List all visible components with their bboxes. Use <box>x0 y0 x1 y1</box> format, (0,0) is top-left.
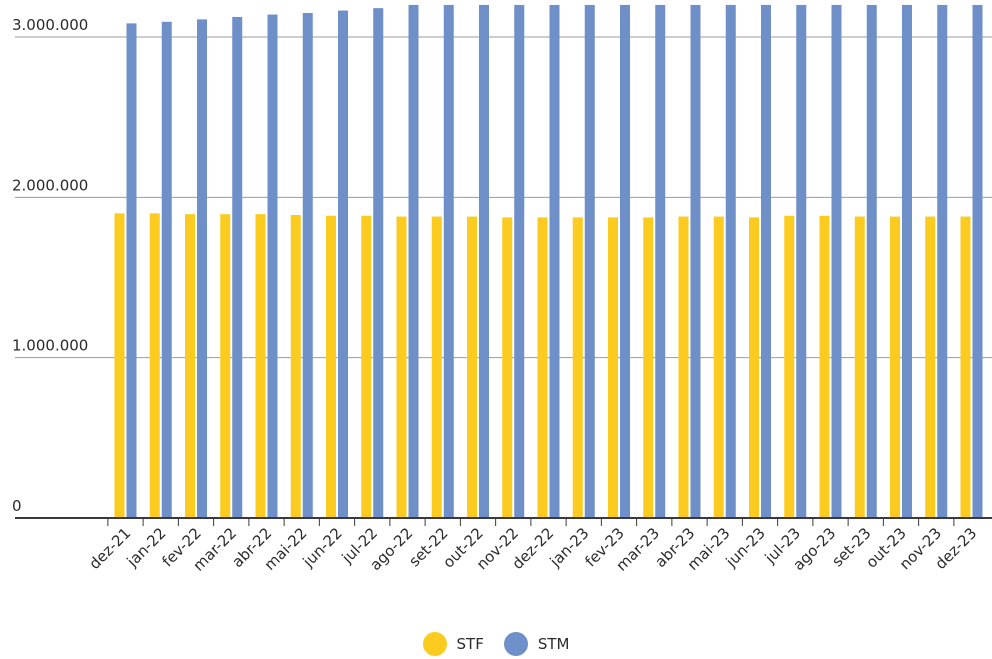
y-tick-label: 1.000.000 <box>12 337 88 355</box>
bar-stf <box>713 216 724 518</box>
bar-stf <box>361 215 372 518</box>
bar-stf <box>572 217 583 518</box>
bar-stf <box>925 216 936 518</box>
bar-stf <box>678 216 689 518</box>
bar-stf <box>255 214 266 518</box>
bar-stf <box>290 214 301 518</box>
bar-stm <box>620 4 630 518</box>
x-tick-label: jan-23 <box>546 524 593 571</box>
legend-swatch-stf <box>422 632 447 656</box>
bar-stm <box>796 4 807 518</box>
bar-stf <box>431 216 442 518</box>
bar-stf <box>608 217 618 518</box>
bar-stf <box>149 213 160 518</box>
legend-item-stm[interactable]: STM <box>503 632 570 656</box>
legend: STF STM <box>0 632 992 656</box>
bar-stf <box>819 215 830 518</box>
bar-stm <box>408 4 419 518</box>
bar-stm <box>584 4 595 518</box>
bar-stf <box>643 217 654 518</box>
bar-stf <box>396 216 407 518</box>
x-tick-label: jan-22 <box>123 524 170 571</box>
bar-stf <box>220 214 231 518</box>
bar-stm <box>479 4 489 518</box>
bar-stm <box>831 4 842 518</box>
legend-label-stm: STM <box>537 635 570 653</box>
bar-stm <box>197 19 207 518</box>
bar-stm <box>267 14 278 518</box>
bar-stm <box>655 4 666 518</box>
bar-stm <box>690 4 701 518</box>
bar-stm <box>972 4 983 518</box>
bar-stf <box>537 217 548 518</box>
x-tick-label: dez-21 <box>85 524 134 573</box>
legend-swatch-stm <box>503 632 528 656</box>
bar-stm <box>549 4 560 518</box>
bar-stm <box>725 4 736 518</box>
y-tick-label: 2.000.000 <box>12 176 88 194</box>
bar-stf <box>185 214 195 518</box>
bar-stm <box>902 4 912 518</box>
x-tick-label: jun-22 <box>299 524 346 571</box>
bar-stf <box>114 213 125 518</box>
bar-stf <box>854 216 865 518</box>
bar-stm <box>514 4 525 518</box>
bar-stm <box>161 21 172 518</box>
legend-item-stf[interactable]: STF <box>422 632 484 656</box>
x-tick-label: jun-23 <box>722 524 769 571</box>
bar-chart: 0 1.000.000 2.000.000 3.000.000 dez-21jan-22… <box>12 4 992 575</box>
bar-stf <box>890 216 900 518</box>
bar-stm <box>126 23 137 518</box>
bar-stm <box>866 4 877 518</box>
bar-stf <box>749 217 759 518</box>
legend-label-stf: STF <box>456 635 484 653</box>
y-tick-label: 0 <box>12 497 22 515</box>
bar-stf <box>502 217 513 518</box>
bar-stm <box>373 8 384 518</box>
bar-stf <box>467 216 477 518</box>
bar-stm <box>302 12 313 518</box>
bar-stf <box>784 215 795 518</box>
bar-stm <box>761 4 771 518</box>
bar-stf <box>326 215 336 518</box>
bar-stm <box>338 10 348 518</box>
y-tick-label: 3.000.000 <box>12 16 88 34</box>
bar-stm <box>232 16 243 518</box>
bar-stm <box>937 4 948 518</box>
bar-stf <box>960 216 971 518</box>
bar-stm <box>443 4 454 518</box>
